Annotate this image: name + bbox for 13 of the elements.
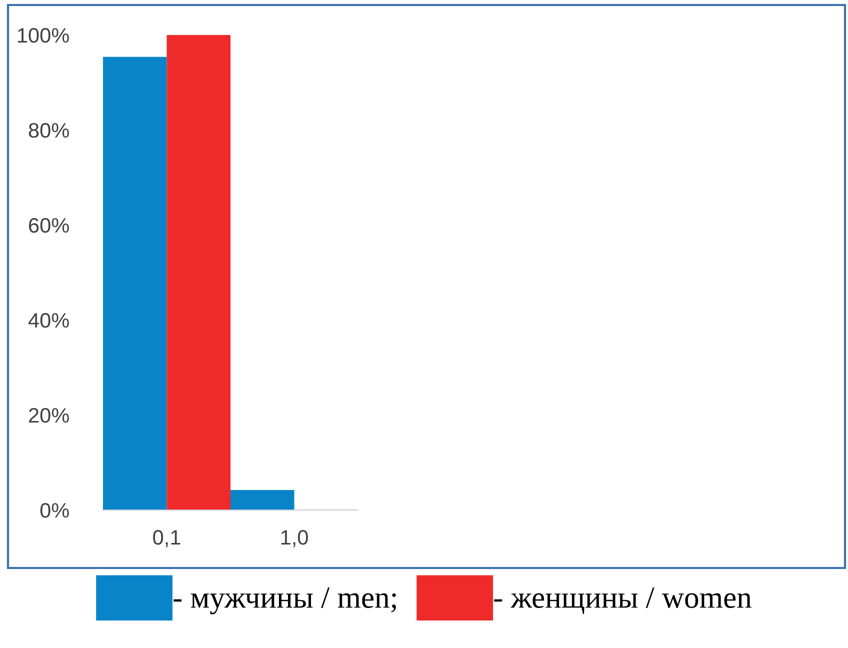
y-tick-label: 80%: [28, 123, 69, 138]
legend-label: - женщины / women: [494, 588, 752, 614]
bar: [230, 490, 294, 510]
y-tick-label: 60%: [29, 218, 69, 233]
x-tick-label: 0,1: [153, 530, 180, 548]
y-tick-label: 20%: [29, 408, 69, 423]
bar: [103, 56, 167, 510]
legend-label: - мужчины / men;: [174, 588, 396, 614]
bar: [166, 35, 230, 510]
y-tick-label: 0%: [40, 503, 69, 518]
y-tick-label: 40%: [28, 313, 69, 328]
x-tick-label: 1,0: [281, 530, 308, 548]
y-tick-label: 100%: [18, 28, 69, 43]
